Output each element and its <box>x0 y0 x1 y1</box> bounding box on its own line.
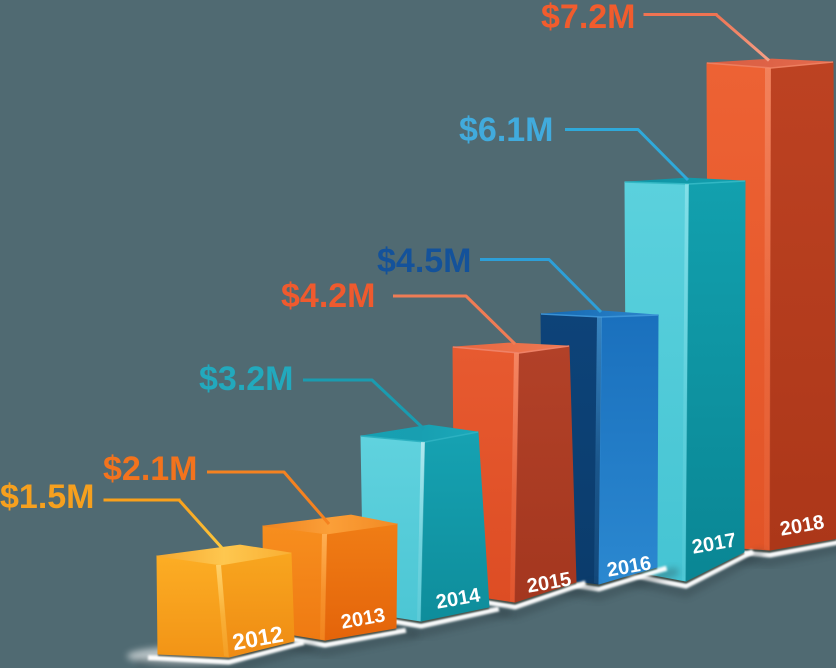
svg-text:$2.1M: $2.1M <box>103 450 198 488</box>
svg-text:$6.1M: $6.1M <box>459 111 554 149</box>
svg-text:$3.2M: $3.2M <box>199 360 294 398</box>
svg-text:$4.2M: $4.2M <box>281 277 376 315</box>
svg-text:$4.5M: $4.5M <box>377 242 472 280</box>
svg-text:$1.5M: $1.5M <box>0 478 95 516</box>
svg-text:$7.2M: $7.2M <box>541 0 636 36</box>
